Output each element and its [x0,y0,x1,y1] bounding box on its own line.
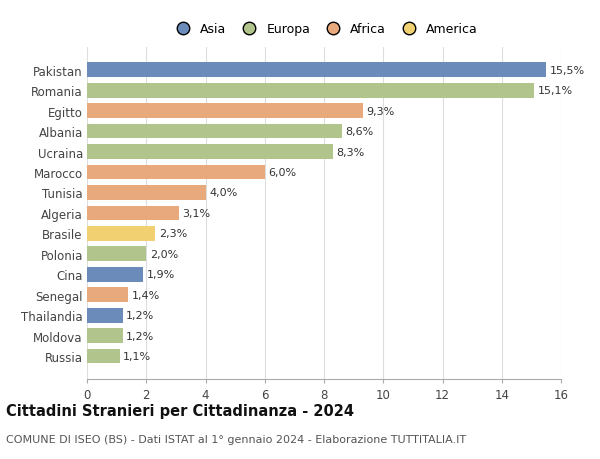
Text: 2,0%: 2,0% [150,249,178,259]
Text: COMUNE DI ISEO (BS) - Dati ISTAT al 1° gennaio 2024 - Elaborazione TUTTITALIA.IT: COMUNE DI ISEO (BS) - Dati ISTAT al 1° g… [6,434,466,443]
Text: 1,9%: 1,9% [147,270,175,280]
Bar [87,63,546,78]
Bar [87,226,155,241]
Legend: Asia, Europa, Africa, America: Asia, Europa, Africa, America [165,18,483,41]
Text: 1,4%: 1,4% [132,290,160,300]
Bar [87,165,265,180]
Bar [87,329,122,343]
Text: 1,2%: 1,2% [126,310,154,320]
Bar [87,104,362,119]
Text: 4,0%: 4,0% [209,188,238,198]
Text: 1,1%: 1,1% [123,351,151,361]
Text: 9,3%: 9,3% [366,106,394,117]
Text: 2,3%: 2,3% [158,229,187,239]
Bar [87,308,122,323]
Text: 1,2%: 1,2% [126,331,154,341]
Text: Cittadini Stranieri per Cittadinanza - 2024: Cittadini Stranieri per Cittadinanza - 2… [6,403,354,419]
Bar [87,84,535,98]
Bar [87,267,143,282]
Text: 6,0%: 6,0% [268,168,296,178]
Bar [87,124,342,139]
Bar [87,349,119,364]
Bar [87,288,128,302]
Bar [87,206,179,221]
Bar [87,145,333,160]
Bar [87,186,205,201]
Text: 3,1%: 3,1% [182,208,211,218]
Text: 15,1%: 15,1% [538,86,573,96]
Bar [87,247,146,262]
Text: 8,6%: 8,6% [346,127,374,137]
Text: 15,5%: 15,5% [550,66,585,76]
Text: 8,3%: 8,3% [337,147,365,157]
